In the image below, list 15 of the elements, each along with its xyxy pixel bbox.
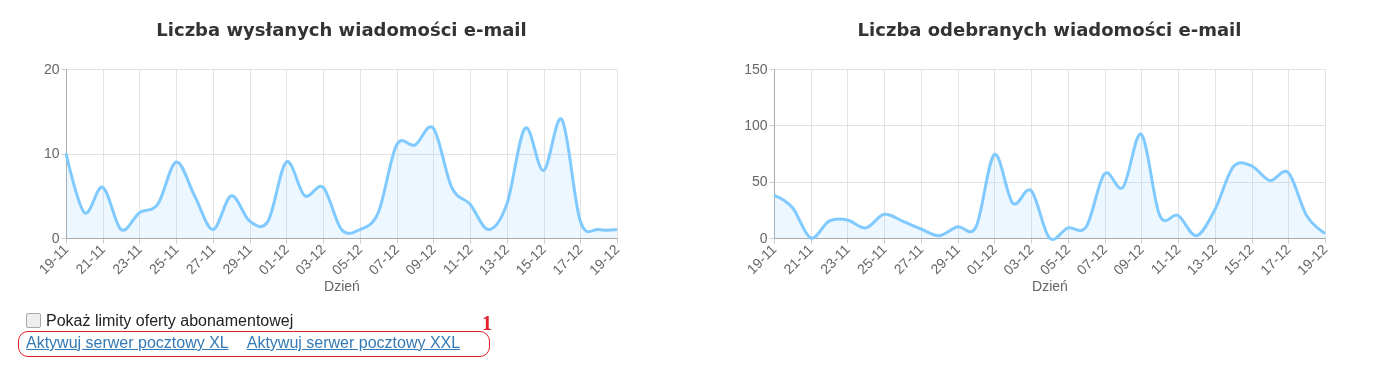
chart-title: Liczba odebranych wiadomości e-mail [857,19,1242,40]
y-tick-label: 50 [751,173,768,190]
text: Aktywuj serwer pocztowy XXL [246,334,461,351]
y-tick-label: 0 [51,229,60,246]
chart-title: Liczba wysłanych wiadomości e-mail [156,19,527,40]
y-tick-label: 20 [43,60,60,77]
x-axis-title: Dzień [324,277,360,294]
x-axis-title: Dzień [1032,277,1068,294]
y-tick-label: 150 [744,60,768,77]
y-tick-label: 10 [43,145,60,161]
y-tick-label: 100 [744,116,768,133]
text: Aktywuj serwer pocztowy XL [26,334,229,351]
y-tick-label: 0 [759,229,768,246]
text: Pokaż limity oferty abonamentowej [45,312,295,330]
text: 1 [482,312,492,335]
